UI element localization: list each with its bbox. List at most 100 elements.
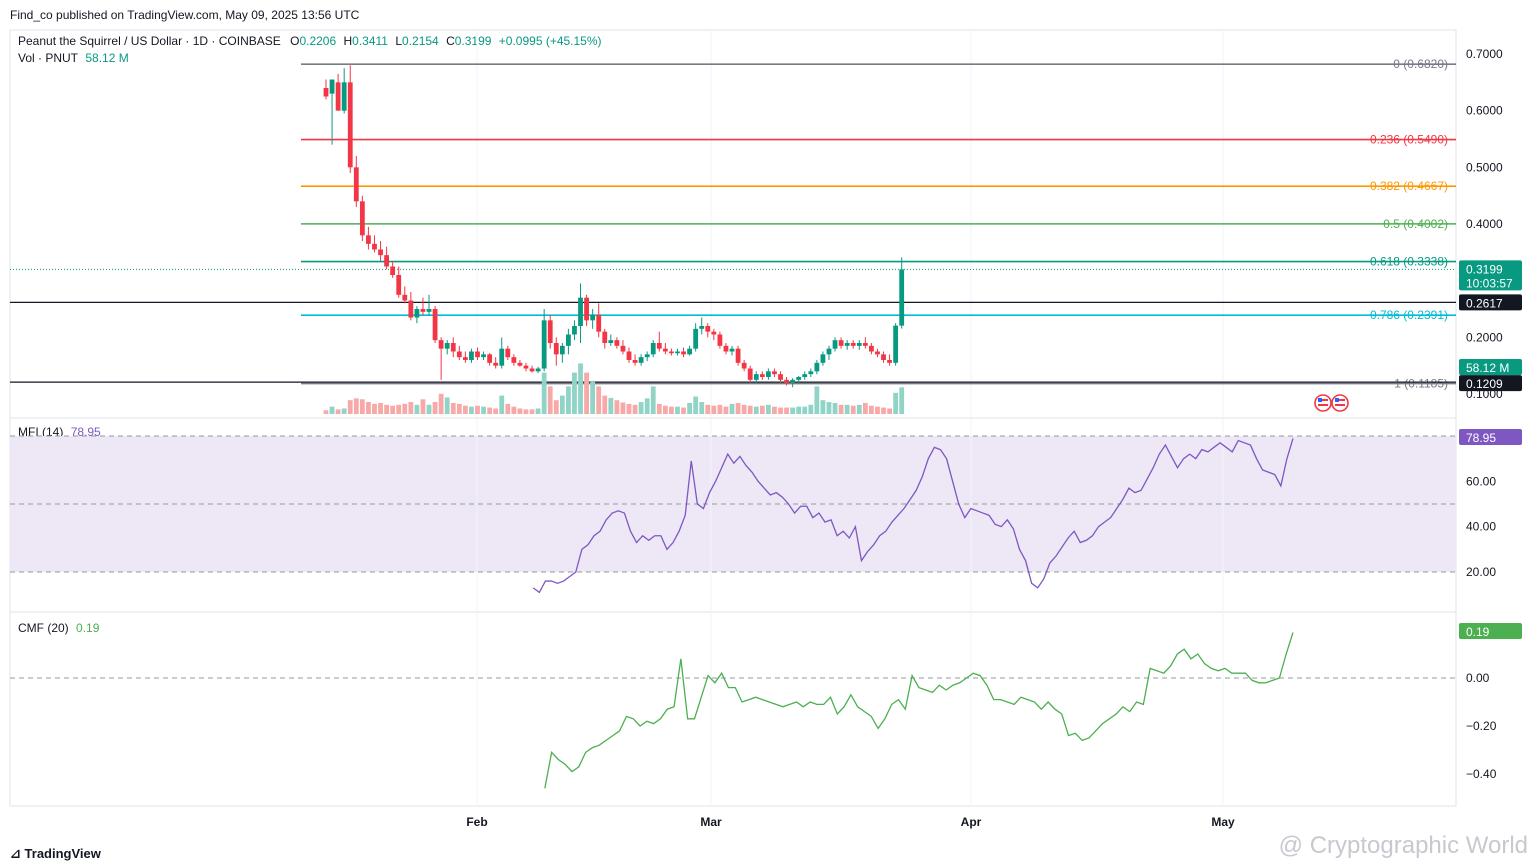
publisher-line: Find_co published on TradingView.com, Ma… bbox=[10, 8, 360, 22]
candle-body bbox=[893, 325, 899, 363]
volume-bar bbox=[862, 402, 868, 414]
volume-bar bbox=[626, 403, 632, 414]
volume-tag: 58.12 M bbox=[1466, 361, 1509, 375]
volume-bar bbox=[869, 405, 874, 414]
candle-body bbox=[626, 351, 632, 360]
fib-level-label: 0.786 (0.2391) bbox=[1370, 308, 1448, 322]
fib-level-label: 0.618 (0.3338) bbox=[1370, 255, 1448, 269]
volume-bar bbox=[366, 402, 371, 414]
candle-body bbox=[487, 354, 493, 363]
volume-bar bbox=[820, 400, 826, 414]
volume-bar bbox=[644, 398, 650, 414]
candle-body bbox=[444, 343, 450, 349]
volume-bar bbox=[705, 404, 711, 414]
last-price-tag: 10:03:57 bbox=[1466, 276, 1513, 290]
volume-bar bbox=[529, 409, 535, 414]
volume-bar bbox=[723, 406, 729, 414]
candle-body bbox=[899, 269, 905, 326]
candle-body bbox=[881, 354, 886, 360]
volume-bar bbox=[511, 406, 517, 414]
fib-level-label: 0.236 (0.5490) bbox=[1370, 133, 1448, 147]
us-event-flag-icon bbox=[1318, 398, 1322, 402]
volume-bar bbox=[693, 396, 699, 414]
level-high-tag: 0.2617 bbox=[1466, 296, 1503, 310]
volume-bar bbox=[323, 410, 329, 414]
candle-body bbox=[808, 371, 814, 375]
volume-bar bbox=[541, 372, 547, 414]
volume-bar bbox=[614, 400, 620, 414]
tradingview-brand: TradingView bbox=[24, 846, 101, 861]
us-event-flag-icon bbox=[1318, 404, 1328, 406]
volume-bar bbox=[402, 403, 408, 414]
volume-bar bbox=[499, 395, 505, 414]
watermark: @ Cryptographic World bbox=[1278, 832, 1528, 859]
candle-body bbox=[535, 368, 541, 372]
price-tick-label: 0.5000 bbox=[1466, 160, 1503, 174]
fib-level-label: 0.5 (0.4002) bbox=[1383, 217, 1448, 231]
candle-body bbox=[602, 331, 608, 343]
volume-bar bbox=[469, 406, 474, 414]
candle-body bbox=[644, 354, 650, 358]
candle-body bbox=[384, 255, 389, 267]
volume-bar bbox=[850, 405, 856, 414]
candle-body bbox=[366, 235, 371, 244]
candle-body bbox=[353, 167, 359, 202]
mfi-line bbox=[532, 438, 1294, 594]
volume-bar bbox=[675, 406, 680, 414]
volume-bar bbox=[408, 402, 414, 414]
cmf-tick-label: −0.20 bbox=[1466, 719, 1497, 733]
volume-bar bbox=[432, 402, 438, 414]
us-event-flag-icon bbox=[1314, 394, 1332, 412]
volume-bar bbox=[838, 404, 844, 414]
volume-bar bbox=[632, 404, 638, 414]
volume-bar bbox=[462, 405, 468, 414]
l-label: L bbox=[395, 34, 403, 48]
volume-bar bbox=[414, 404, 420, 414]
candle-body bbox=[778, 374, 783, 380]
candle-body bbox=[529, 368, 535, 372]
candle-body bbox=[523, 365, 529, 369]
candle-body bbox=[578, 297, 583, 326]
candle-body bbox=[390, 266, 396, 275]
volume-bar bbox=[590, 381, 596, 414]
cmf-title-label: CMF (20) bbox=[18, 621, 69, 635]
fib-level-label: 1 (0.1185) bbox=[1394, 377, 1448, 391]
price-tick-label: 0.6000 bbox=[1466, 104, 1503, 118]
cmf-title-value: 0.19 bbox=[76, 621, 100, 635]
us-event-flag-icon bbox=[1335, 399, 1345, 401]
candle-body bbox=[469, 351, 474, 360]
candle-body bbox=[541, 320, 547, 369]
volume-bar bbox=[620, 402, 626, 414]
candle-body bbox=[505, 348, 511, 358]
symbol-line: Peanut the Squirrel / US Dollar · 1D · C… bbox=[18, 34, 602, 48]
mfi-value-tag: 78.95 bbox=[1466, 431, 1496, 445]
candle-body bbox=[687, 348, 692, 355]
volume-bar bbox=[844, 404, 850, 414]
time-axis-label: May bbox=[1211, 815, 1235, 829]
candle-body bbox=[475, 351, 480, 358]
volume-bar bbox=[566, 386, 571, 414]
symbol-name: Peanut the Squirrel / US Dollar · 1D · C… bbox=[18, 34, 281, 48]
volume-bar bbox=[378, 402, 383, 414]
volume-bar bbox=[832, 402, 838, 414]
fib-level-label: 0.382 (0.4667) bbox=[1370, 179, 1448, 193]
last-price-tag-bg bbox=[1459, 260, 1522, 291]
volume-bar bbox=[875, 406, 880, 414]
volume-bar bbox=[553, 400, 559, 414]
candle-body bbox=[638, 357, 644, 363]
level-low-tag-bg bbox=[1459, 375, 1522, 392]
volume-bar bbox=[717, 404, 723, 414]
volume-bar bbox=[329, 406, 335, 414]
volume-bar bbox=[450, 402, 456, 414]
volume-bar bbox=[456, 403, 462, 414]
volume-bar bbox=[487, 407, 493, 414]
volume-bar bbox=[353, 398, 359, 414]
volume-bar bbox=[856, 404, 862, 414]
candle-body bbox=[772, 371, 777, 375]
candle-body bbox=[493, 362, 499, 366]
candle-body bbox=[590, 314, 596, 321]
cmf-line bbox=[544, 632, 1294, 789]
tradingview-logo[interactable]: ⊿ TradingView bbox=[10, 846, 101, 862]
volume-bar bbox=[384, 404, 389, 414]
